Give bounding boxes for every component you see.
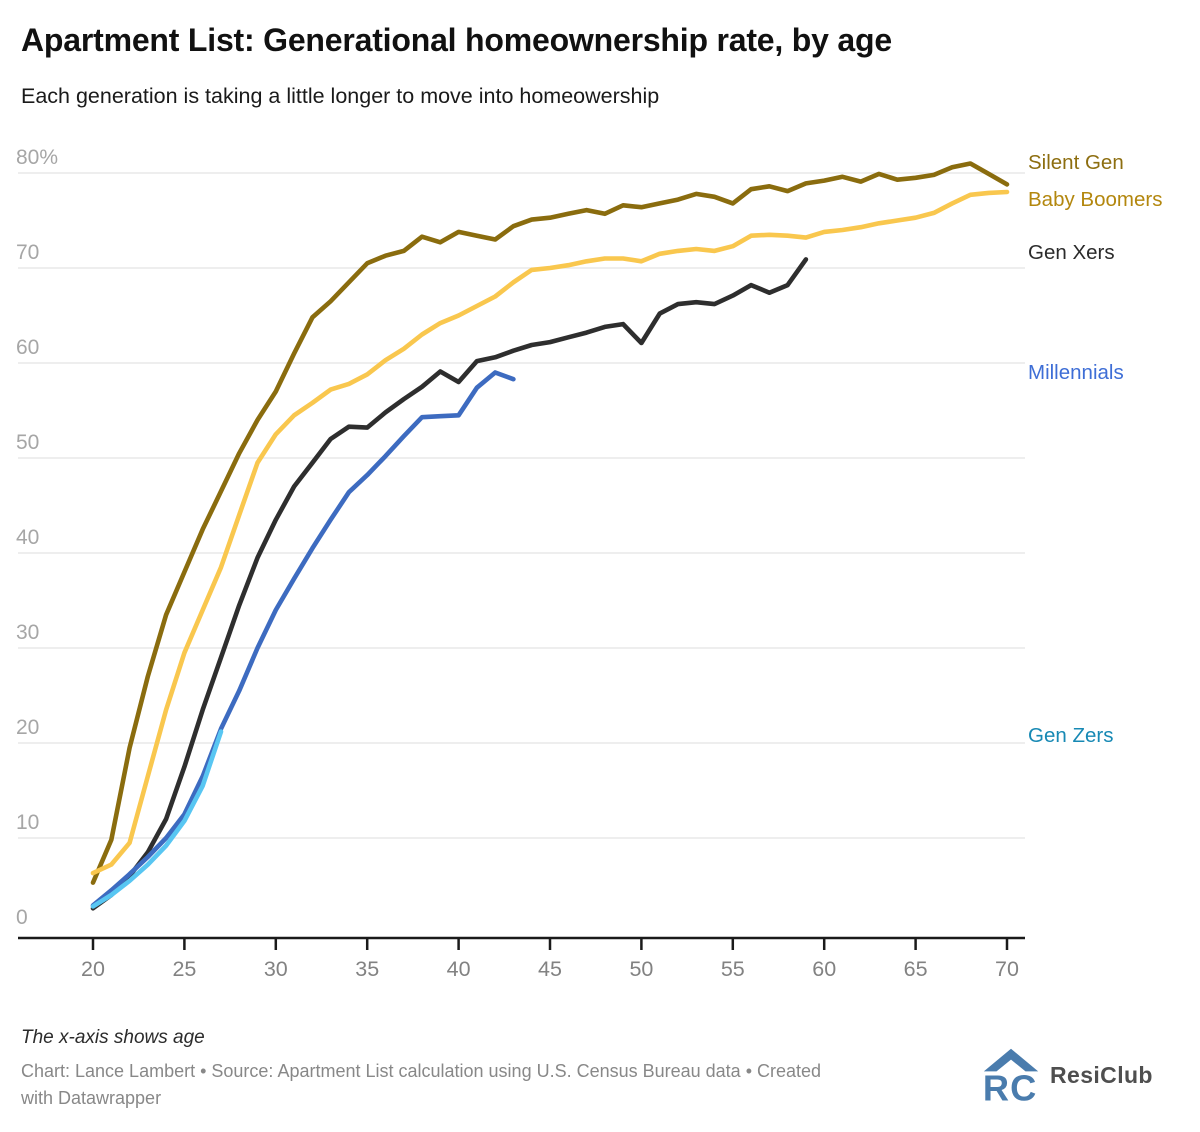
- series-line-baby-boomers: [90, 189, 1010, 876]
- svg-text:R: R: [983, 1067, 1009, 1104]
- y-tick-label-60: 60: [16, 336, 39, 359]
- legend-label-gen-zers: Gen Zers: [1028, 724, 1114, 747]
- y-tick-label-0: 0: [16, 906, 28, 929]
- chart-subtitle: Each generation is taking a little longe…: [21, 84, 660, 108]
- axis-footnote: The x-axis shows age: [21, 1027, 205, 1048]
- resiclub-logo-icon: R C: [983, 1048, 1039, 1104]
- legend-label-millennials: Millennials: [1028, 361, 1124, 384]
- x-tick-label-65: 65: [904, 957, 928, 981]
- chart-credit: Chart: Lance Lambert • Source: Apartment…: [21, 1058, 821, 1112]
- y-tick-label-30: 30: [16, 621, 39, 644]
- page-title: Apartment List: Generational homeownersh…: [21, 22, 892, 58]
- x-tick-label-25: 25: [172, 957, 196, 981]
- series-line-gen-zers: [90, 729, 224, 909]
- series-line-gen-xers: [90, 257, 809, 911]
- series-line-silent-gen: [90, 161, 1010, 885]
- y-tick-label-40: 40: [16, 526, 39, 549]
- x-tick-label-40: 40: [447, 957, 471, 981]
- y-tick-label-10: 10: [16, 811, 39, 834]
- x-tick-label-55: 55: [721, 957, 745, 981]
- svg-text:C: C: [1010, 1067, 1036, 1104]
- y-tick-label-80: 80%: [16, 146, 58, 169]
- x-tick-label-30: 30: [264, 957, 288, 981]
- legend-label-silent-gen: Silent Gen: [1028, 151, 1124, 174]
- x-tick-label-35: 35: [355, 957, 379, 981]
- credit-line-1: Chart: Lance Lambert • Source: Apartment…: [21, 1061, 822, 1081]
- x-tick-label-50: 50: [629, 957, 653, 981]
- legend-label-baby-boomers: Baby Boomers: [1028, 188, 1163, 211]
- y-tick-label-70: 70: [16, 241, 39, 264]
- legend-label-gen-xers: Gen Xers: [1028, 241, 1115, 264]
- x-tick-label-70: 70: [995, 957, 1019, 981]
- resiclub-logo-text: ResiClub: [1050, 1061, 1153, 1088]
- resiclub-logo: R C ResiClub: [982, 1046, 1153, 1104]
- x-tick-label-60: 60: [812, 957, 836, 981]
- x-tick-label-20: 20: [81, 957, 105, 981]
- x-tick-label-45: 45: [538, 957, 562, 981]
- line-chart: 80% 70 60 50 40 30 20 10 0 20 25 30 35 40 45 50 55 60 65 70: [16, 146, 1025, 981]
- y-tick-label-20: 20: [16, 716, 39, 739]
- y-tick-label-50: 50: [16, 431, 39, 454]
- series-line-millennials: [90, 370, 516, 908]
- credit-line-2: with Datawrapper: [21, 1088, 162, 1108]
